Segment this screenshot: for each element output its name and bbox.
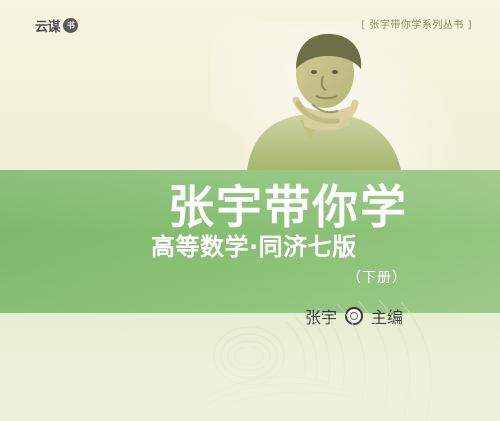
- publisher-badge-icon: 书: [63, 18, 79, 33]
- series-label: [ 张宇带你学系列丛书 ]: [361, 20, 472, 31]
- publisher-text: 云谋: [35, 20, 61, 35]
- book-subtitle: 高等数学·同济七版: [151, 233, 357, 261]
- publisher-logo: 云谋 书: [35, 16, 79, 35]
- volume-label: （下册）: [347, 270, 407, 286]
- author-photo: [210, 22, 408, 170]
- book-title: 张宇带你学: [168, 180, 408, 234]
- decorative-swirl-graphic: [165, 300, 500, 421]
- title-band: [0, 170, 500, 313]
